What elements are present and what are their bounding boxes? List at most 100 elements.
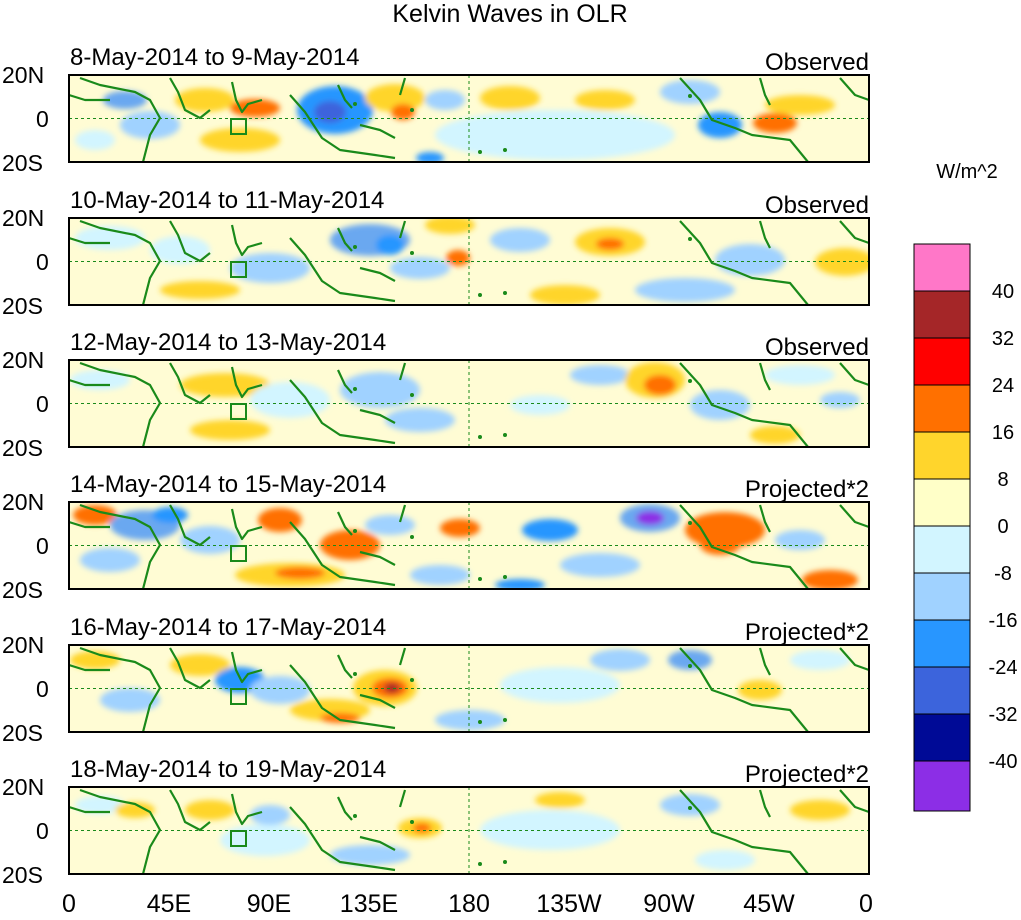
olr-anomaly-field [73,504,858,589]
panel-date-range: 12-May-2014 to 13-May-2014 [70,329,386,356]
panel-status: Observed [765,49,869,76]
panel-3: 12-May-2014 to 13-May-2014 Observed [68,329,870,448]
region-box [230,830,247,847]
panel-date-range: 8-May-2014 to 9-May-2014 [70,44,359,71]
colorbar-label: 24 [992,375,1014,397]
panel-status: Observed [765,192,869,219]
region-box [230,403,247,420]
panel-frame [68,786,870,875]
panel-frame [68,217,870,306]
panel-status: Observed [765,334,869,361]
lat-label: 0 [36,818,49,844]
lat-label: 20S [2,435,43,461]
colorbar-swatch [913,290,971,339]
colorbar-label: -8 [994,563,1012,585]
lat-label: 20S [2,293,43,319]
island-markers [353,664,692,724]
panel-frame [68,644,870,733]
colorbar-label: -40 [989,751,1018,773]
lat-label: 20S [2,150,43,176]
longitude-axis: 0 45E 90E 135E 180 135W 90W 45W 0 [62,890,873,918]
island-markers [353,806,692,866]
colorbar-swatch [913,431,971,480]
lon-label: 135W [536,890,602,918]
panel-date-range: 10-May-2014 to 11-May-2014 [70,187,384,214]
panel-status: Projected*2 [745,476,869,503]
island-markers [353,94,692,154]
lat-label: 20S [2,862,43,888]
colorbar-swatch [913,384,971,433]
colorbar-units: W/m^2 [936,161,998,183]
colorbar-swatches [913,243,971,812]
colorbar: W/m^2 40 32 24 16 8 0 -8 -16 -24 -32 [913,161,1018,812]
region-box [230,545,247,562]
lat-label: 20N [2,774,44,800]
lat-label: 20N [2,489,44,515]
lon-label: 90E [247,890,291,918]
lon-label: 90W [643,890,695,918]
panel-frame [68,74,870,163]
lat-label: 0 [36,249,49,275]
region-box [230,261,247,278]
panel-frame [68,501,870,590]
colorbar-label: 8 [997,469,1008,491]
lon-label: 0 [62,890,76,918]
colorbar-swatch [913,760,971,812]
region-box [230,688,247,705]
panel-date-range: 16-May-2014 to 17-May-2014 [70,614,386,641]
colorbar-label: -16 [989,610,1018,632]
olr-anomaly-field [70,649,850,730]
panel-status: Projected*2 [745,761,869,788]
coastlines [69,361,869,447]
lat-label: 0 [36,391,49,417]
panel-frame [68,359,870,448]
colorbar-swatch [913,666,971,715]
latitude-axis: 20N 0 20S 20N 0 20S 20N 0 20S 20N 0 20S … [2,62,49,888]
region-box [230,118,247,135]
colorbar-labels: 40 32 24 16 8 0 -8 -16 -24 -32 -40 [989,281,1018,773]
lat-label: 20N [2,205,44,231]
coastlines [69,788,869,874]
lon-label: 135E [340,890,398,918]
island-markers [353,237,692,297]
lat-label: 20N [2,632,44,658]
lat-label: 0 [36,533,49,559]
panel-date-range: 14-May-2014 to 15-May-2014 [70,471,386,498]
colorbar-label: -24 [989,657,1018,679]
panel-date-range: 18-May-2014 to 19-May-2014 [70,756,386,783]
colorbar-swatch [913,713,971,762]
olr-anomaly-field [75,218,869,305]
lon-label: 180 [448,890,490,918]
lat-label: 20S [2,720,43,746]
colorbar-label: 0 [997,516,1008,538]
colorbar-swatch [913,572,971,621]
colorbar-label: 32 [992,328,1014,350]
colorbar-swatch [913,478,971,527]
lat-label: 0 [36,676,49,702]
panel-5: 16-May-2014 to 17-May-2014 Projected*2 [68,614,870,733]
island-markers [353,379,692,439]
panel-status: Projected*2 [745,619,869,646]
colorbar-swatch [913,243,971,292]
coastlines [69,503,869,589]
island-markers [353,521,692,581]
figure-title: Kelvin Waves in OLR [392,0,627,28]
panel-6: 18-May-2014 to 19-May-2014 Projected*2 [68,756,870,875]
panel-1: 8-May-2014 to 9-May-2014 Observed [68,44,870,163]
coastlines [69,219,869,305]
colorbar-label: 16 [992,422,1014,444]
coastlines [69,646,869,732]
coastlines [69,76,869,162]
colorbar-swatch [913,619,971,668]
colorbar-swatch [913,337,971,386]
lon-label: 0 [859,890,873,918]
lat-label: 20N [2,62,44,88]
lon-label: 45E [147,890,191,918]
panel-2: 10-May-2014 to 11-May-2014 Observed [68,187,870,306]
lon-label: 45W [743,890,795,918]
colorbar-label: 40 [992,281,1014,303]
lat-label: 20S [2,577,43,603]
colorbar-label: -32 [989,704,1018,726]
panel-4: 14-May-2014 to 15-May-2014 Projected*2 [68,471,870,590]
lat-label: 20N [2,347,44,373]
